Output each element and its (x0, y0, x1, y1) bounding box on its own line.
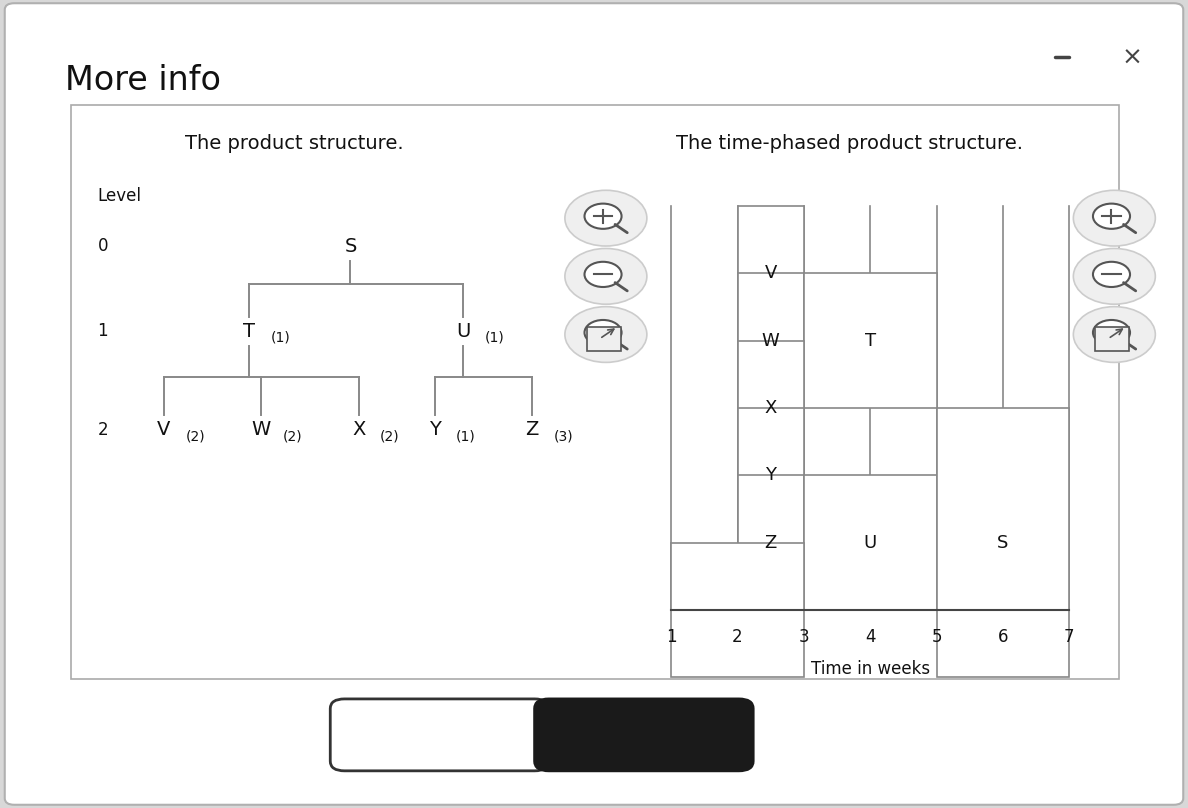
Text: Done: Done (612, 725, 676, 745)
Text: S: S (345, 237, 356, 256)
Text: V: V (157, 420, 171, 440)
FancyBboxPatch shape (535, 699, 753, 771)
FancyBboxPatch shape (738, 475, 804, 610)
Text: More info: More info (65, 65, 221, 97)
Text: 1: 1 (97, 322, 108, 340)
Circle shape (1093, 320, 1130, 345)
Text: T: T (244, 322, 255, 341)
Text: 6: 6 (998, 628, 1009, 646)
Text: Y: Y (765, 466, 776, 484)
FancyBboxPatch shape (936, 408, 1069, 677)
FancyBboxPatch shape (738, 206, 804, 341)
Text: (3): (3) (554, 429, 574, 444)
Circle shape (1093, 262, 1130, 287)
Text: X: X (352, 420, 366, 440)
FancyBboxPatch shape (330, 699, 549, 771)
Circle shape (1073, 190, 1155, 246)
Text: (1): (1) (485, 330, 505, 345)
Text: 2: 2 (732, 628, 742, 646)
Text: (2): (2) (185, 429, 206, 444)
Text: ×: × (1121, 45, 1143, 69)
Text: X: X (765, 399, 777, 417)
Text: 2: 2 (97, 421, 108, 439)
Text: V: V (765, 264, 777, 282)
Text: 3: 3 (798, 628, 809, 646)
Text: T: T (865, 332, 876, 350)
Text: 4: 4 (865, 628, 876, 646)
FancyBboxPatch shape (804, 273, 936, 408)
FancyBboxPatch shape (1095, 327, 1130, 351)
FancyBboxPatch shape (71, 105, 1119, 679)
FancyBboxPatch shape (738, 408, 804, 543)
Text: U: U (864, 534, 877, 552)
Text: Level: Level (97, 187, 141, 204)
Text: U: U (456, 322, 470, 341)
Text: Print: Print (413, 725, 466, 745)
FancyBboxPatch shape (5, 3, 1183, 805)
Text: (1): (1) (456, 429, 476, 444)
Circle shape (1073, 307, 1155, 362)
Circle shape (565, 190, 646, 246)
FancyBboxPatch shape (738, 341, 804, 475)
Text: (1): (1) (271, 330, 291, 345)
Text: The time-phased product structure.: The time-phased product structure. (676, 133, 1023, 153)
Text: Z: Z (525, 420, 539, 440)
Text: (2): (2) (380, 429, 400, 444)
FancyBboxPatch shape (804, 475, 936, 610)
Text: 1: 1 (666, 628, 676, 646)
Text: Y: Y (429, 420, 441, 440)
Text: W: W (252, 420, 271, 440)
FancyBboxPatch shape (587, 327, 621, 351)
Circle shape (584, 320, 621, 345)
Text: The product structure.: The product structure. (185, 133, 404, 153)
FancyBboxPatch shape (671, 543, 804, 677)
Circle shape (584, 262, 621, 287)
Text: Time in weeks: Time in weeks (810, 660, 930, 678)
Text: 0: 0 (97, 238, 108, 255)
Circle shape (1093, 204, 1130, 229)
Text: 7: 7 (1064, 628, 1074, 646)
Circle shape (565, 307, 646, 362)
Text: (2): (2) (283, 429, 303, 444)
Text: 5: 5 (931, 628, 942, 646)
Circle shape (1073, 249, 1155, 304)
Text: W: W (762, 332, 779, 350)
Circle shape (565, 249, 646, 304)
Circle shape (584, 204, 621, 229)
FancyBboxPatch shape (738, 273, 804, 408)
Text: Z: Z (765, 534, 777, 552)
Text: S: S (997, 534, 1009, 552)
